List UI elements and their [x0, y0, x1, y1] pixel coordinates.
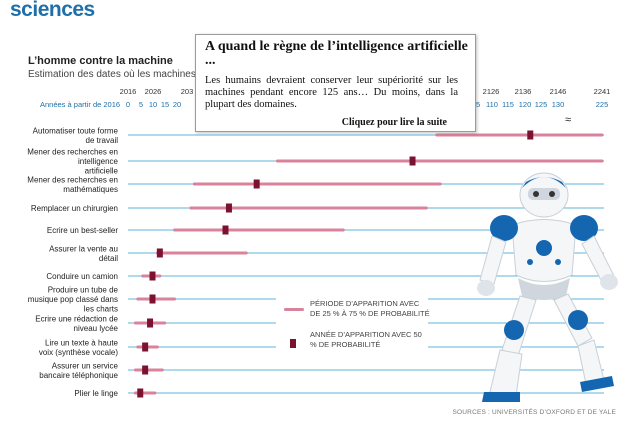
legend-range-swatch [284, 308, 304, 311]
task-median-marker [156, 248, 163, 258]
task-label: voix (synthèse vocale) [39, 348, 118, 357]
task-label: bancaire téléphonique [39, 371, 118, 380]
task-median-marker [142, 342, 149, 352]
offset-tick-label: 130 [552, 100, 565, 109]
offset-tick-label: 10 [149, 100, 157, 109]
offset-tick-label: 5 [139, 100, 143, 109]
offset-tick-label: 05 [472, 100, 480, 109]
task-label: artificielle [85, 167, 119, 176]
task-label: Ecrire une rédaction de [35, 314, 118, 323]
section-title[interactable]: sciences [10, 0, 95, 21]
year-tick-label: 2016 [120, 87, 137, 96]
task-label: Ecrire un best-seller [47, 226, 118, 235]
task-label: Automatiser toute forme [33, 126, 119, 135]
task-median-marker [225, 203, 232, 213]
task-label: de travail [86, 136, 119, 145]
task-label: Plier le linge [74, 389, 118, 398]
task-label: Mener des recherches en [27, 148, 118, 157]
popup-title: A quand le règne de l’intelligence artif… [205, 39, 468, 68]
task-median-marker [409, 156, 416, 166]
legend: PÉRIODE D’APPARITION AVEC DE 25 % À 75 %… [276, 292, 430, 360]
year-tick-label: 2026 [145, 87, 162, 96]
chart-title: L’homme contre la machine [28, 55, 173, 67]
offset-tick-label: 120 [519, 100, 532, 109]
legend-median-label: ANNÉE D’APPARITION AVEC 50 % DE PROBABIL… [310, 330, 422, 349]
task-label: musique pop classé dans [28, 295, 118, 304]
legend-median-swatch [290, 339, 296, 348]
task-median-marker [147, 318, 154, 328]
robot-illustration [474, 170, 624, 415]
task-label: intelligence [78, 157, 119, 166]
year-tick-label: 2241 [594, 87, 611, 96]
task-label: mathématiques [63, 185, 118, 194]
offset-tick-label: 115 [502, 100, 514, 109]
axis-row-label: Années à partir de 2016 [40, 100, 120, 109]
task-label: Assurer la vente au [49, 244, 118, 253]
article-popup[interactable]: A quand le règne de l’intelligence artif… [195, 34, 476, 132]
offset-tick-label: 0 [126, 100, 130, 109]
task-label: Produire un tube de [48, 286, 119, 295]
axis-break-mark: ≈ [565, 114, 571, 126]
task-median-marker [137, 388, 144, 398]
year-tick-label: 2136 [515, 87, 532, 96]
offset-tick-label: 15 [161, 100, 169, 109]
task-median-marker [222, 225, 229, 235]
year-tick-label: 2146 [550, 87, 567, 96]
task-label: Assurer un service [52, 361, 119, 370]
task-label: Remplacer un chirurgien [31, 204, 118, 213]
read-more-link[interactable]: Cliquez pour lire la suite [341, 117, 447, 128]
offset-tick-label: 225 [596, 100, 609, 109]
sources-note: SOURCES : UNIVERSITÉS D’OXFORD ET DE YAL… [452, 409, 616, 416]
task-median-marker [527, 130, 534, 140]
chart-subtitle: Estimation des dates où les machines au [28, 69, 210, 80]
task-median-marker [149, 271, 156, 281]
task-median-marker [149, 294, 156, 304]
popup-body: Les humains devraient conserver leur sup… [205, 75, 458, 110]
year-tick-label: 2126 [483, 87, 500, 96]
task-label: les charts [84, 305, 118, 314]
task-median-marker [253, 179, 260, 189]
task-median-marker [142, 365, 149, 375]
task-label: détail [99, 254, 118, 263]
legend-range-label: PÉRIODE D’APPARITION AVEC DE 25 % À 75 %… [310, 299, 430, 318]
task-label: Lire un texte à haute [45, 338, 118, 347]
offset-tick-label: 125 [535, 100, 548, 109]
task-label: Conduire un camion [46, 272, 118, 281]
task-label: Mener des recherches en [27, 175, 118, 184]
offset-tick-label: 110 [486, 100, 498, 109]
task-label: niveau lycée [74, 324, 119, 333]
year-tick-label: 203 [181, 87, 194, 96]
offset-tick-label: 20 [173, 100, 181, 109]
